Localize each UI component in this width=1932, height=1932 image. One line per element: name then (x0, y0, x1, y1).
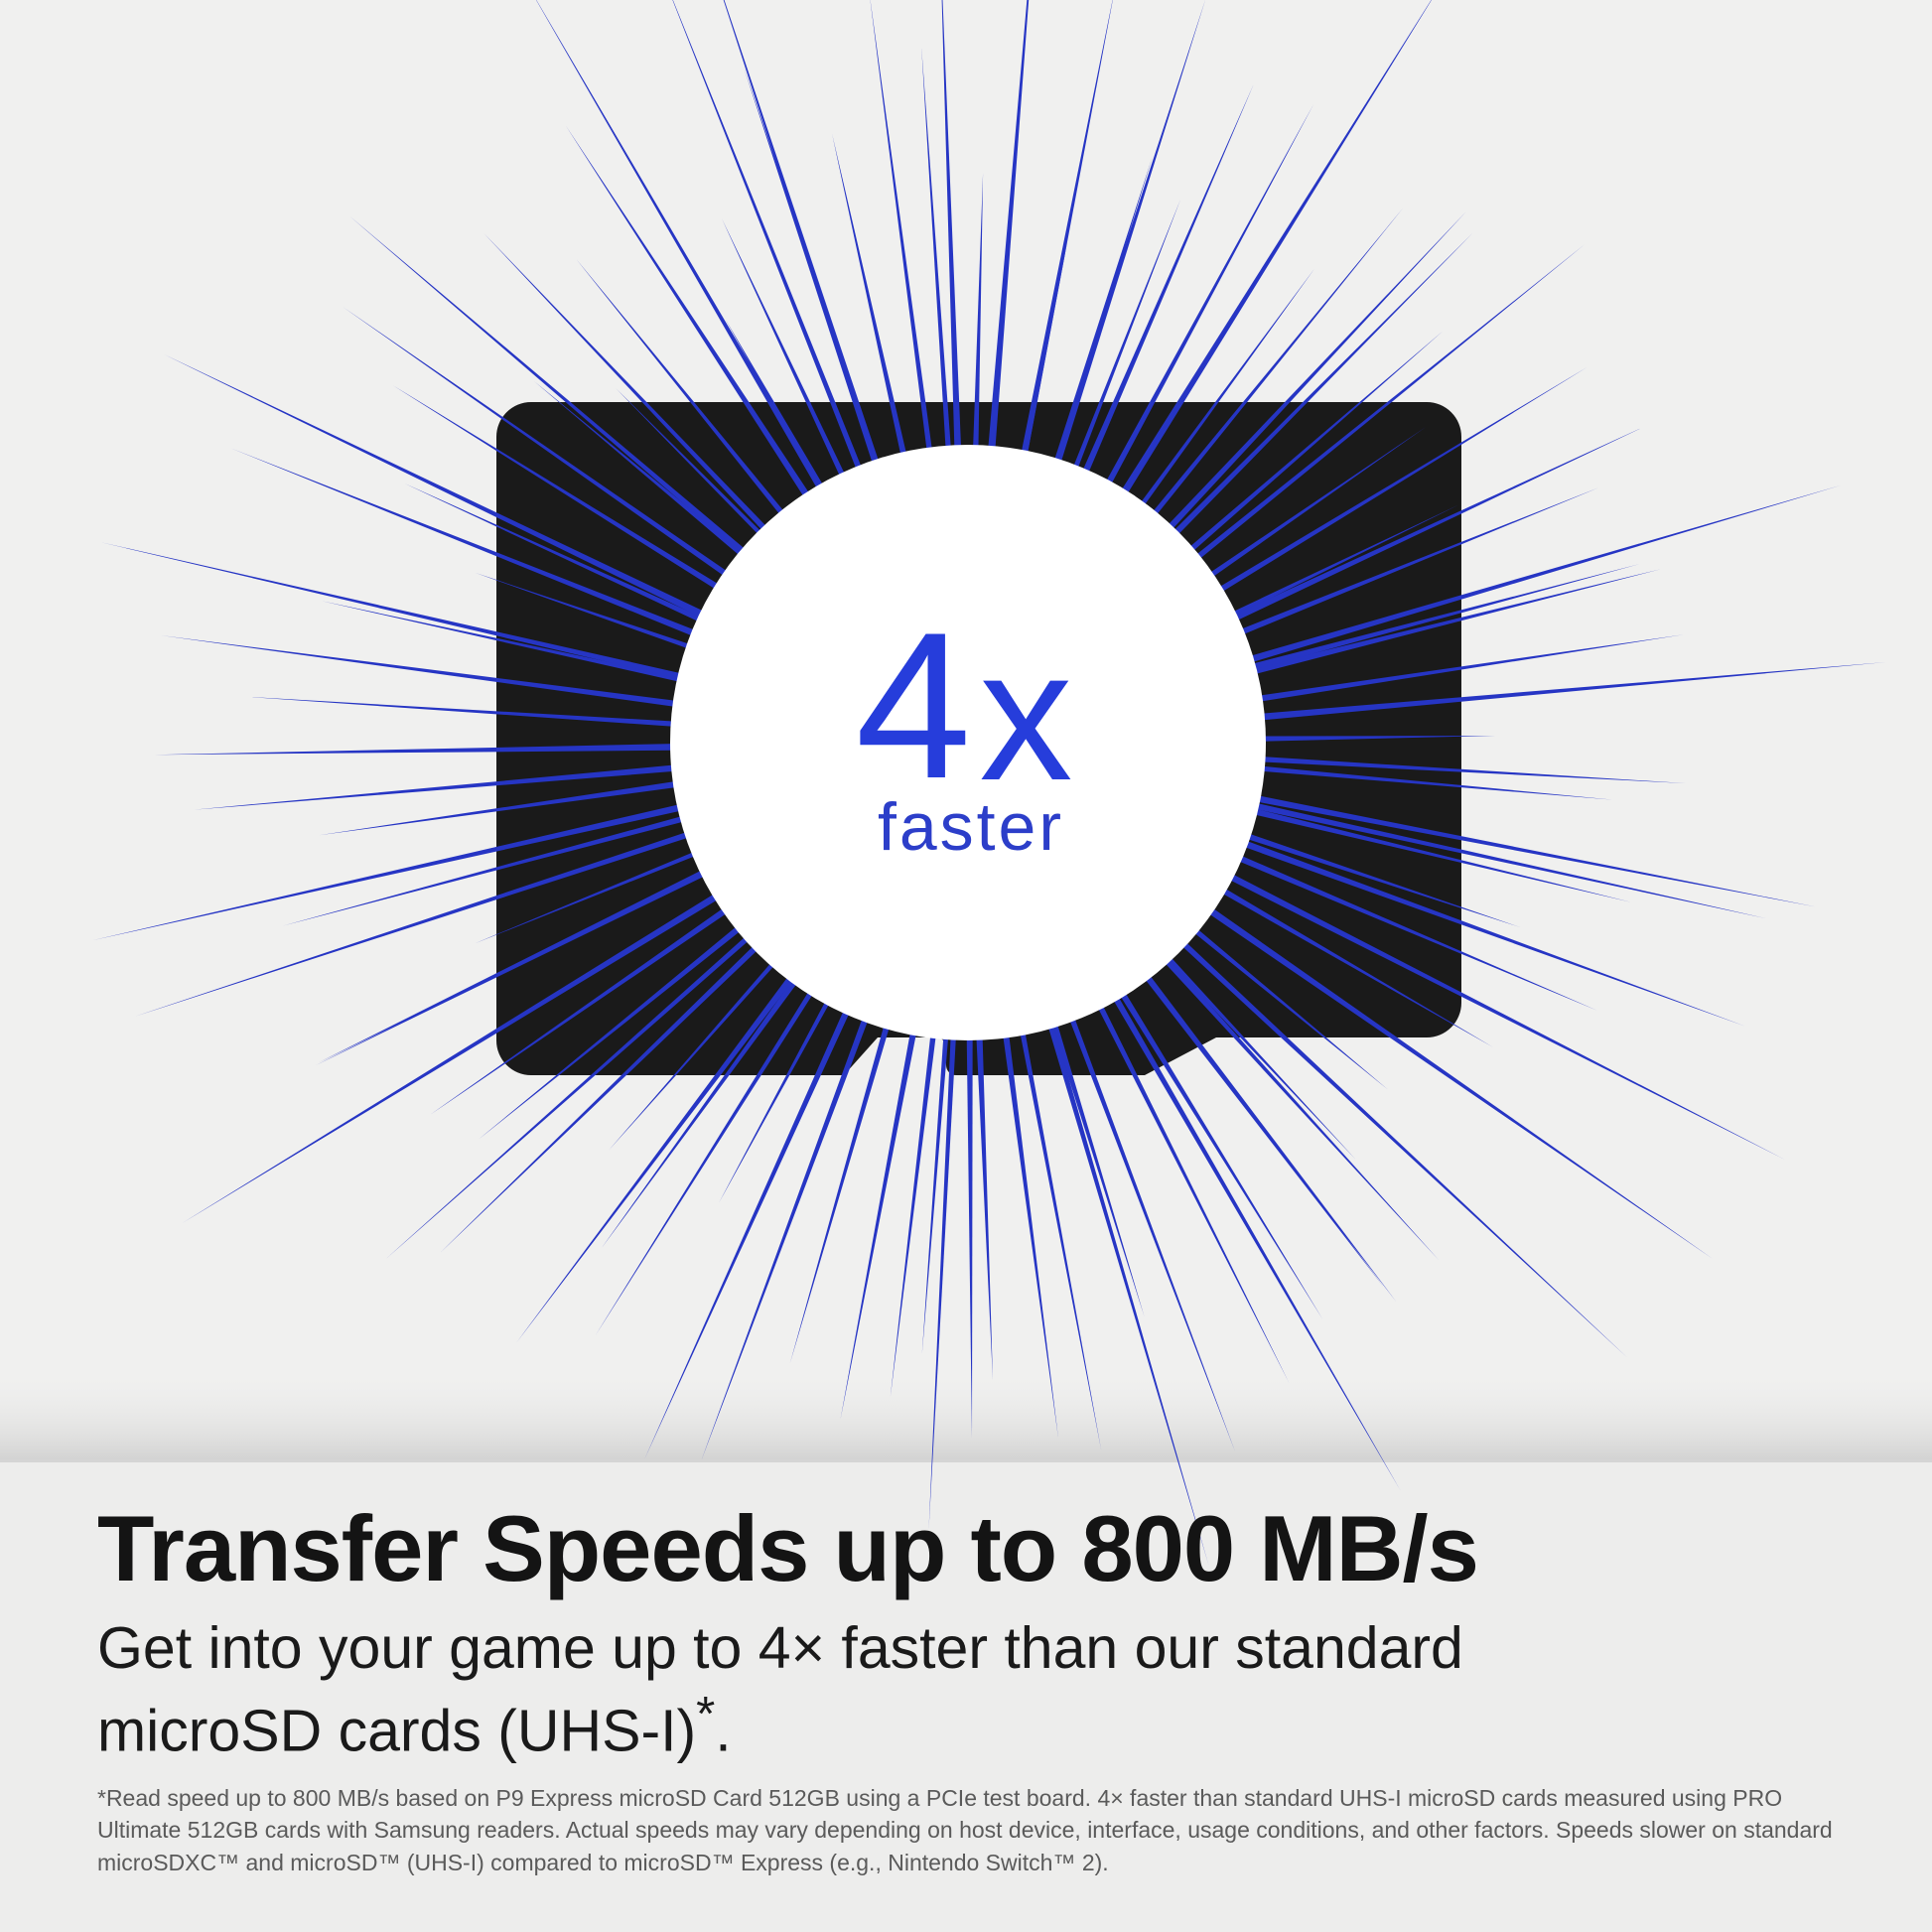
svg-text:faster: faster (878, 789, 1064, 865)
svg-text:4x: 4x (856, 589, 1081, 822)
